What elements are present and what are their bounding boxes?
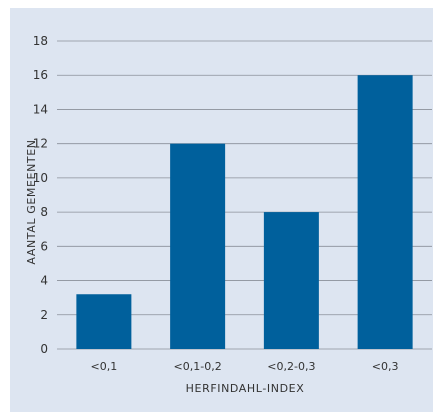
- x-tick-label: <0,1-0,2: [174, 360, 222, 373]
- y-tick-label: 18: [33, 34, 48, 48]
- x-tick-label: <0,2-0,3: [267, 360, 315, 373]
- x-tick-labels: <0,1 <0,1-0,2 <0,2-0,3 <0,3: [91, 360, 399, 373]
- bars: [76, 75, 413, 349]
- y-tick-label: 12: [33, 137, 48, 151]
- bar: [357, 75, 413, 349]
- x-tick-label: <0,1: [91, 360, 118, 373]
- y-tick-label: 10: [33, 171, 48, 185]
- bar: [263, 212, 319, 349]
- bar: [170, 143, 226, 349]
- y-tick-labels: 0 2 4 6 8 10 12 14 16 18: [33, 34, 48, 356]
- x-axis-title: HERFINDAHL-INDEX: [186, 382, 305, 395]
- y-tick-label: 0: [40, 342, 48, 356]
- y-tick-label: 14: [33, 102, 48, 116]
- bar: [76, 294, 132, 349]
- y-tick-label: 6: [40, 239, 48, 253]
- x-tick-label: <0,3: [372, 360, 399, 373]
- y-tick-label: 2: [40, 308, 48, 322]
- y-tick-label: 4: [40, 274, 48, 288]
- y-axis-title: AANTAL GEMEENTEN: [25, 139, 38, 264]
- y-tick-label: 16: [33, 68, 48, 82]
- y-tick-label: 8: [40, 205, 48, 219]
